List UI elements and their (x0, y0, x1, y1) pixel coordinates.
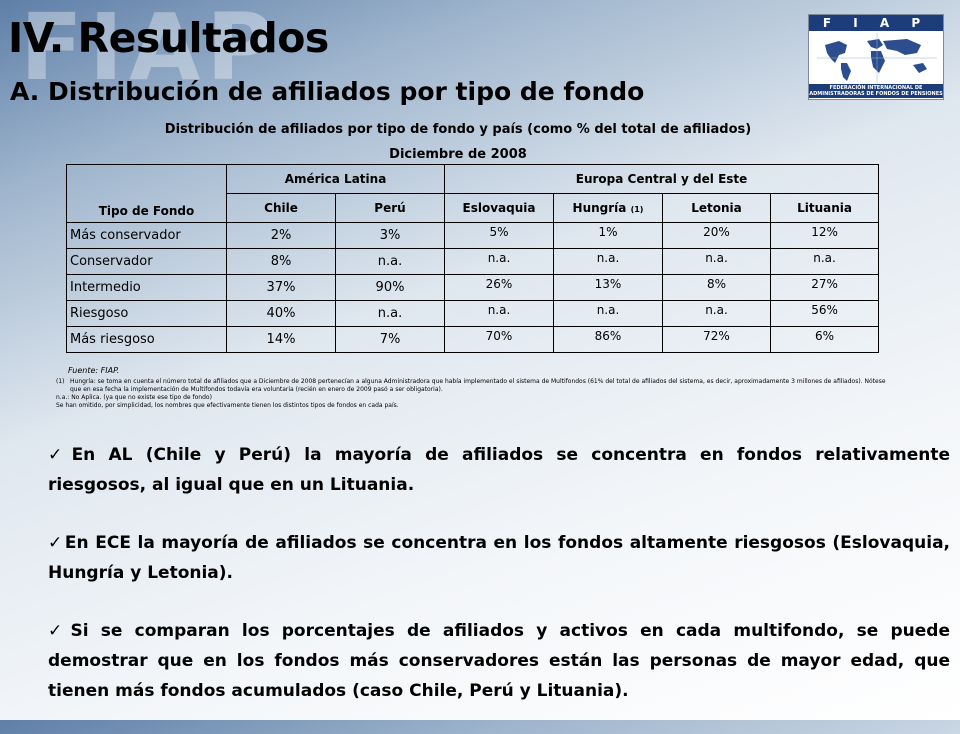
table-cell: 26% (444, 274, 554, 301)
country-header: Chile (226, 193, 336, 223)
conclusion-text: En AL (Chile y Perú) la mayoría de afili… (48, 445, 950, 495)
fund-type-label: Conservador (66, 248, 227, 275)
table-cell: n.a. (662, 248, 771, 275)
table-row: Intermedio 37% 90% 26% 13% 8% 27% (66, 274, 880, 301)
conclusion-text: Si se comparan los porcentajes de afilia… (48, 621, 950, 701)
na-note: n.a.: No Aplica. (ya que no existe ese t… (56, 394, 212, 401)
table-cell: n.a. (662, 300, 771, 327)
table-title: Distribución de afiliados por tipo de fo… (164, 122, 752, 137)
country-label: Hungría (572, 201, 627, 215)
country-header: Letonia (662, 193, 771, 223)
table-cell: 13% (553, 274, 663, 301)
table-cell: n.a. (553, 300, 663, 327)
group-header-ece: Europa Central y del Este (443, 164, 880, 194)
table-cell: 5% (444, 222, 554, 249)
table-cell: 86% (553, 326, 663, 353)
table-row: Más conservador 2% 3% 5% 1% 20% 12% (66, 222, 880, 249)
footnote-marker: (1) (630, 205, 644, 214)
table-header-row: Tipo de Fondo América Latina Europa Cent… (66, 164, 880, 223)
table-cell: 3% (335, 222, 445, 249)
fund-type-label: Más conservador (66, 222, 227, 249)
page-subtitle: A. Distribución de afiliados por tipo de… (10, 77, 645, 106)
table-row: Más riesgoso 14% 7% 70% 86% 72% 6% (66, 326, 880, 353)
table-cell: 56% (769, 300, 880, 327)
fiap-watermark: FIAP (20, 0, 280, 101)
table-cell: n.a. (553, 248, 663, 275)
conclusion-item: ✓ En ECE la mayoría de afiliados se conce… (48, 528, 950, 588)
row-header: Tipo de Fondo (66, 164, 227, 223)
conclusion-text: En ECE la mayoría de afiliados se concen… (48, 533, 950, 583)
table-cell: 8% (662, 274, 771, 301)
fund-type-label: Más riesgoso (66, 326, 227, 353)
footnote: (1) Hungría: se toma en cuenta el número… (56, 378, 896, 394)
table-cell: 20% (662, 222, 771, 249)
logo-caption: FEDERACIÓN INTERNACIONAL DE ADMINISTRADO… (809, 84, 943, 98)
country-header: Lituania (769, 193, 880, 223)
table-row: Conservador 8% n.a. n.a. n.a. n.a. n.a. (66, 248, 880, 275)
table-cell: 8% (226, 248, 336, 275)
table-notes: Fuente: FIAP. (1) Hungría: se toma en cu… (56, 366, 896, 410)
omission-note: Se han omitido, por simplicidad, los nom… (56, 402, 399, 409)
table-cell: 2% (226, 222, 336, 249)
table-cell: 37% (226, 274, 336, 301)
table-cell: n.a. (444, 248, 554, 275)
page-title: IV. Resultados (8, 14, 329, 62)
table-cell: 14% (226, 326, 336, 353)
logo-band: F I A P (809, 15, 943, 31)
affiliates-table: Tipo de Fondo América Latina Europa Cent… (66, 164, 880, 353)
source-note: Fuente: FIAP. (68, 366, 120, 375)
country-header: Eslovaquia (444, 193, 554, 223)
table-row: Riesgoso 40% n.a. n.a. n.a. n.a. 56% (66, 300, 880, 327)
country-header: Perú (335, 193, 445, 223)
world-map-icon (817, 33, 937, 83)
checkmark-icon: ✓ (48, 533, 63, 553)
table-cell: n.a. (769, 248, 880, 275)
group-header-latam: América Latina (226, 164, 445, 194)
table-cell: 12% (769, 222, 880, 249)
table-cell: 72% (662, 326, 771, 353)
conclusion-item: ✓ En AL (Chile y Perú) la mayoría de afil… (48, 440, 950, 500)
conclusion-item: ✓ Si se comparan los porcentajes de afili… (48, 616, 950, 706)
checkmark-icon: ✓ (48, 621, 69, 641)
table-cell: n.a. (335, 248, 445, 275)
table-cell: 1% (553, 222, 663, 249)
table-cell: 70% (444, 326, 554, 353)
fiap-logo: F I A P FEDERACIÓN INTERNACIONAL DE ADMI… (808, 14, 944, 100)
table-cell: 27% (769, 274, 880, 301)
fund-type-label: Riesgoso (66, 300, 227, 327)
table-cell: 90% (335, 274, 445, 301)
footnote-number: (1) (56, 378, 65, 385)
conclusions-list: ✓ En AL (Chile y Perú) la mayoría de afil… (48, 440, 950, 734)
country-header: Hungría (1) (553, 193, 663, 223)
table-country-row: Chile Perú Eslovaquia Hungría (1) Letoni… (67, 193, 880, 223)
table-cell: 6% (769, 326, 880, 353)
checkmark-icon: ✓ (48, 445, 70, 465)
table-cell: n.a. (335, 300, 445, 327)
table-cell: n.a. (444, 300, 554, 327)
footnote-text: Hungría: se toma en cuenta el número tot… (70, 378, 886, 393)
table-date: Diciembre de 2008 (389, 147, 527, 162)
table-cell: 40% (226, 300, 336, 327)
table-cell: 7% (335, 326, 445, 353)
fund-type-label: Intermedio (66, 274, 227, 301)
